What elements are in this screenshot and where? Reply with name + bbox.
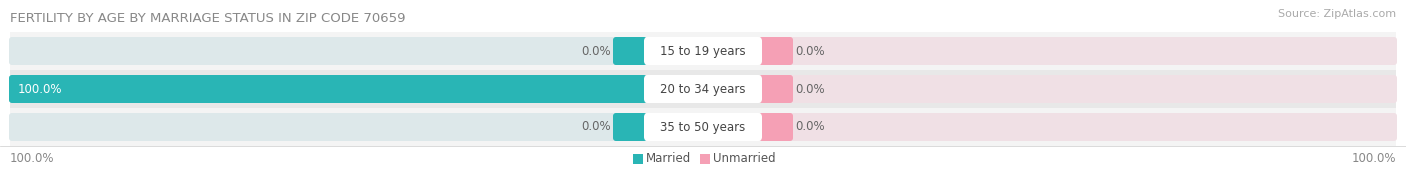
FancyBboxPatch shape	[759, 75, 1398, 103]
FancyBboxPatch shape	[613, 113, 647, 141]
Text: FERTILITY BY AGE BY MARRIAGE STATUS IN ZIP CODE 70659: FERTILITY BY AGE BY MARRIAGE STATUS IN Z…	[10, 12, 405, 24]
FancyBboxPatch shape	[644, 37, 762, 65]
FancyBboxPatch shape	[759, 37, 1398, 65]
Text: 0.0%: 0.0%	[794, 83, 825, 95]
FancyBboxPatch shape	[644, 75, 762, 103]
FancyBboxPatch shape	[759, 37, 793, 65]
Text: Source: ZipAtlas.com: Source: ZipAtlas.com	[1278, 9, 1396, 19]
Bar	[700, 154, 710, 164]
Text: 100.0%: 100.0%	[10, 152, 55, 165]
Bar	[10, 108, 1396, 146]
Text: 100.0%: 100.0%	[18, 83, 62, 95]
FancyBboxPatch shape	[613, 37, 647, 65]
Text: 35 to 50 years: 35 to 50 years	[661, 121, 745, 133]
Bar	[10, 70, 1396, 108]
Text: 0.0%: 0.0%	[581, 121, 612, 133]
FancyBboxPatch shape	[8, 37, 647, 65]
FancyBboxPatch shape	[759, 75, 793, 103]
Text: Married: Married	[645, 152, 692, 165]
FancyBboxPatch shape	[8, 75, 647, 103]
FancyBboxPatch shape	[759, 113, 793, 141]
Bar	[633, 154, 643, 164]
FancyBboxPatch shape	[644, 113, 762, 141]
Text: 100.0%: 100.0%	[1351, 152, 1396, 165]
Text: 0.0%: 0.0%	[581, 44, 612, 57]
Text: 0.0%: 0.0%	[794, 121, 825, 133]
Bar	[10, 32, 1396, 70]
Text: 15 to 19 years: 15 to 19 years	[661, 44, 745, 57]
FancyBboxPatch shape	[8, 75, 647, 103]
FancyBboxPatch shape	[8, 113, 647, 141]
FancyBboxPatch shape	[759, 113, 1398, 141]
Text: Unmarried: Unmarried	[713, 152, 776, 165]
Text: 0.0%: 0.0%	[794, 44, 825, 57]
Text: 20 to 34 years: 20 to 34 years	[661, 83, 745, 95]
